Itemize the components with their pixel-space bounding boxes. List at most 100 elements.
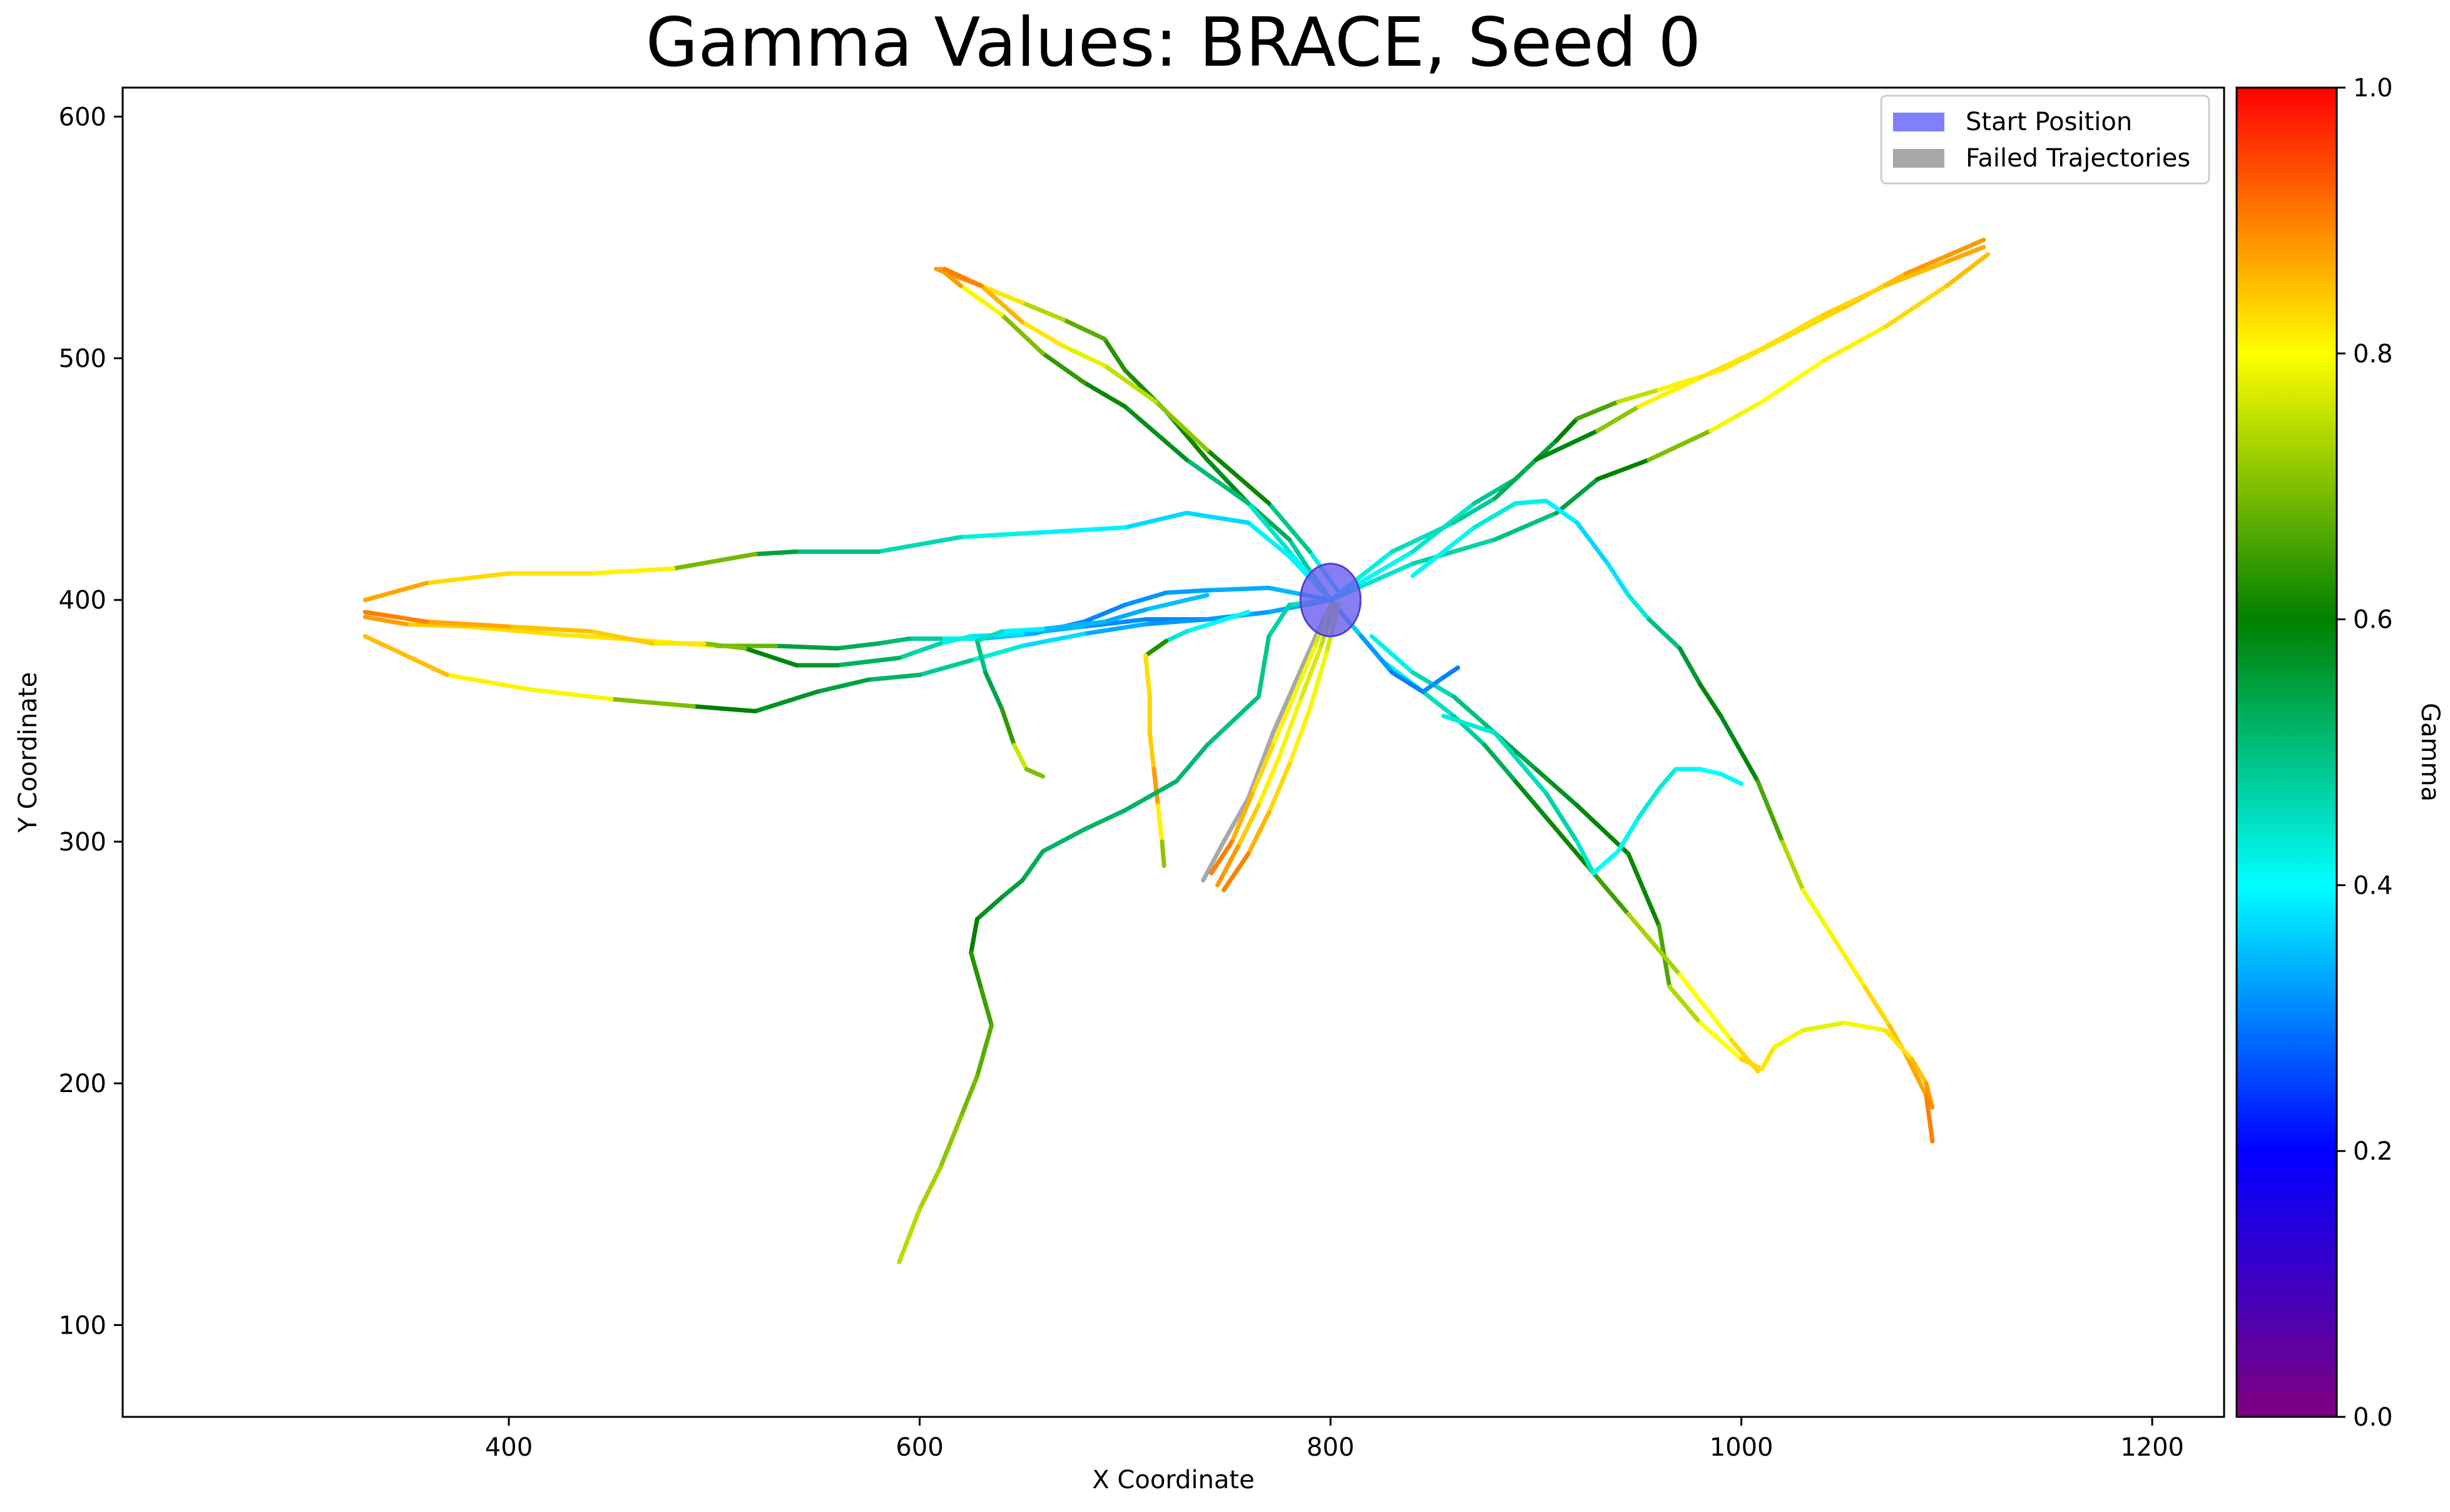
trajectory-segment xyxy=(1677,646,1703,687)
trajectory-segment xyxy=(1081,808,1128,832)
trajectory-segment xyxy=(1772,1028,1805,1050)
trajectory-segment xyxy=(1221,851,1251,892)
trajectory xyxy=(1143,610,1251,869)
trajectory-segment xyxy=(1143,593,1210,612)
trajectory-segment xyxy=(1061,317,1107,342)
trajectory xyxy=(934,267,1333,603)
trajectory-segment xyxy=(1020,320,1066,349)
plot-frame xyxy=(121,86,2225,1418)
y-tick-label: 200 xyxy=(59,1070,106,1098)
trajectory-segment xyxy=(1205,447,1272,506)
trajectory-segment xyxy=(1493,730,1549,796)
trajectory-segment xyxy=(588,629,655,646)
x-tick-label: 1000 xyxy=(1710,1433,1774,1462)
trajectory-segment xyxy=(1575,839,1596,876)
trajectory xyxy=(1369,634,1935,1110)
legend-label-failed-trajectories: Failed Trajectories xyxy=(1966,144,2190,173)
start-position-layer xyxy=(1299,563,1362,638)
trajectory-segment xyxy=(1174,742,1210,784)
trajectory-segment xyxy=(983,670,1004,711)
trajectory xyxy=(897,598,1333,1265)
trajectory-segment xyxy=(527,687,614,702)
trajectory-segment xyxy=(1698,767,1723,777)
trajectory-segment xyxy=(1410,537,1498,566)
x-tick-label: 800 xyxy=(1307,1433,1354,1462)
trajectory-segment xyxy=(1102,607,1148,624)
trajectory-segment xyxy=(1903,1052,1929,1098)
trajectory-segment xyxy=(773,643,840,651)
trajectory-segment xyxy=(1267,762,1292,815)
trajectory-segment xyxy=(942,267,984,289)
trajectory-segment xyxy=(1153,399,1210,452)
trajectory-segment xyxy=(1147,730,1156,772)
trajectory-segment xyxy=(1656,767,1678,791)
trajectory-segment xyxy=(702,641,748,651)
trajectory-segment xyxy=(1800,887,1836,941)
trajectory-segment xyxy=(1616,815,1641,854)
trajectory-segment xyxy=(1267,602,1292,639)
y-axis-label: Y Coordinate xyxy=(14,672,43,833)
trajectory-segment xyxy=(876,534,963,554)
trajectory-segment xyxy=(692,704,758,713)
trajectory-segment xyxy=(1012,742,1029,772)
trajectory-segment xyxy=(1667,984,1703,1026)
trajectory-segment xyxy=(362,581,429,603)
trajectory-segment xyxy=(1041,525,1128,535)
trajectory-segment xyxy=(753,549,799,556)
trajectory-segment xyxy=(958,284,1004,317)
legend: Start Position Failed Trajectories xyxy=(1880,94,2210,185)
trajectory-segment xyxy=(999,312,1046,356)
trajectory-segment xyxy=(1944,252,1991,289)
trajectory-segment xyxy=(1636,786,1661,820)
trajectory-segment xyxy=(1184,511,1251,525)
trajectory xyxy=(1328,245,1986,603)
trajectory-segment xyxy=(1235,803,1261,849)
trajectory-segment xyxy=(1024,767,1046,779)
trajectory-segment xyxy=(1595,404,1641,433)
trajectory-segment xyxy=(1246,501,1292,554)
trajectory-segment xyxy=(1270,694,1296,747)
trajectory-segment xyxy=(1755,779,1785,844)
trajectory-segment xyxy=(1759,1045,1777,1071)
trajectory-segment xyxy=(1595,457,1651,482)
trajectory-segment xyxy=(1421,675,1446,694)
chart-title: Gamma Values: BRACE, Seed 0 xyxy=(646,4,1701,82)
trajectory-segment xyxy=(1575,520,1610,566)
trajectory-segment xyxy=(1493,511,1559,542)
trajectory-segment xyxy=(969,951,984,991)
trajectory-segment xyxy=(1533,428,1600,462)
trajectory-segment xyxy=(1554,416,1580,443)
trajectory-segment xyxy=(1359,634,1395,675)
trajectory-segment xyxy=(1616,387,1661,404)
trajectory xyxy=(937,267,1333,603)
x-tick-label: 1200 xyxy=(2120,1433,2184,1462)
start-position-marker xyxy=(1299,563,1362,638)
trajectory-segment xyxy=(979,284,1025,305)
plot-area xyxy=(362,237,1991,1265)
trajectory-segment xyxy=(1482,742,1518,784)
trajectory-segment xyxy=(1821,284,1887,317)
trajectory-segment xyxy=(1554,477,1600,516)
trajectory-segment xyxy=(1081,602,1128,624)
trajectory-segment xyxy=(1151,767,1160,808)
trajectory-segment xyxy=(1513,498,1549,506)
trajectory-segment xyxy=(1020,849,1046,883)
trajectory-segment xyxy=(1230,791,1255,844)
legend-swatch-start-position xyxy=(1893,113,1944,131)
trajectory-segment xyxy=(1081,380,1128,409)
y-tick-label: 600 xyxy=(59,103,106,131)
trajectory-segment xyxy=(814,677,871,694)
trajectory-segment xyxy=(1575,399,1621,421)
trajectory-segment xyxy=(671,551,758,571)
trajectory-segment xyxy=(1277,699,1302,760)
trajectory-segment xyxy=(1441,665,1461,680)
trajectory xyxy=(1328,237,1986,603)
trajectory-segment xyxy=(1143,653,1152,699)
trajectory-segment xyxy=(588,566,676,576)
trajectory-segment xyxy=(866,672,922,682)
trajectory-segment xyxy=(1800,1021,1847,1033)
colorbar-tick-label: 1.0 xyxy=(2353,74,2393,103)
trajectory-segment xyxy=(1821,324,1887,363)
trajectory-segment xyxy=(1246,520,1292,559)
